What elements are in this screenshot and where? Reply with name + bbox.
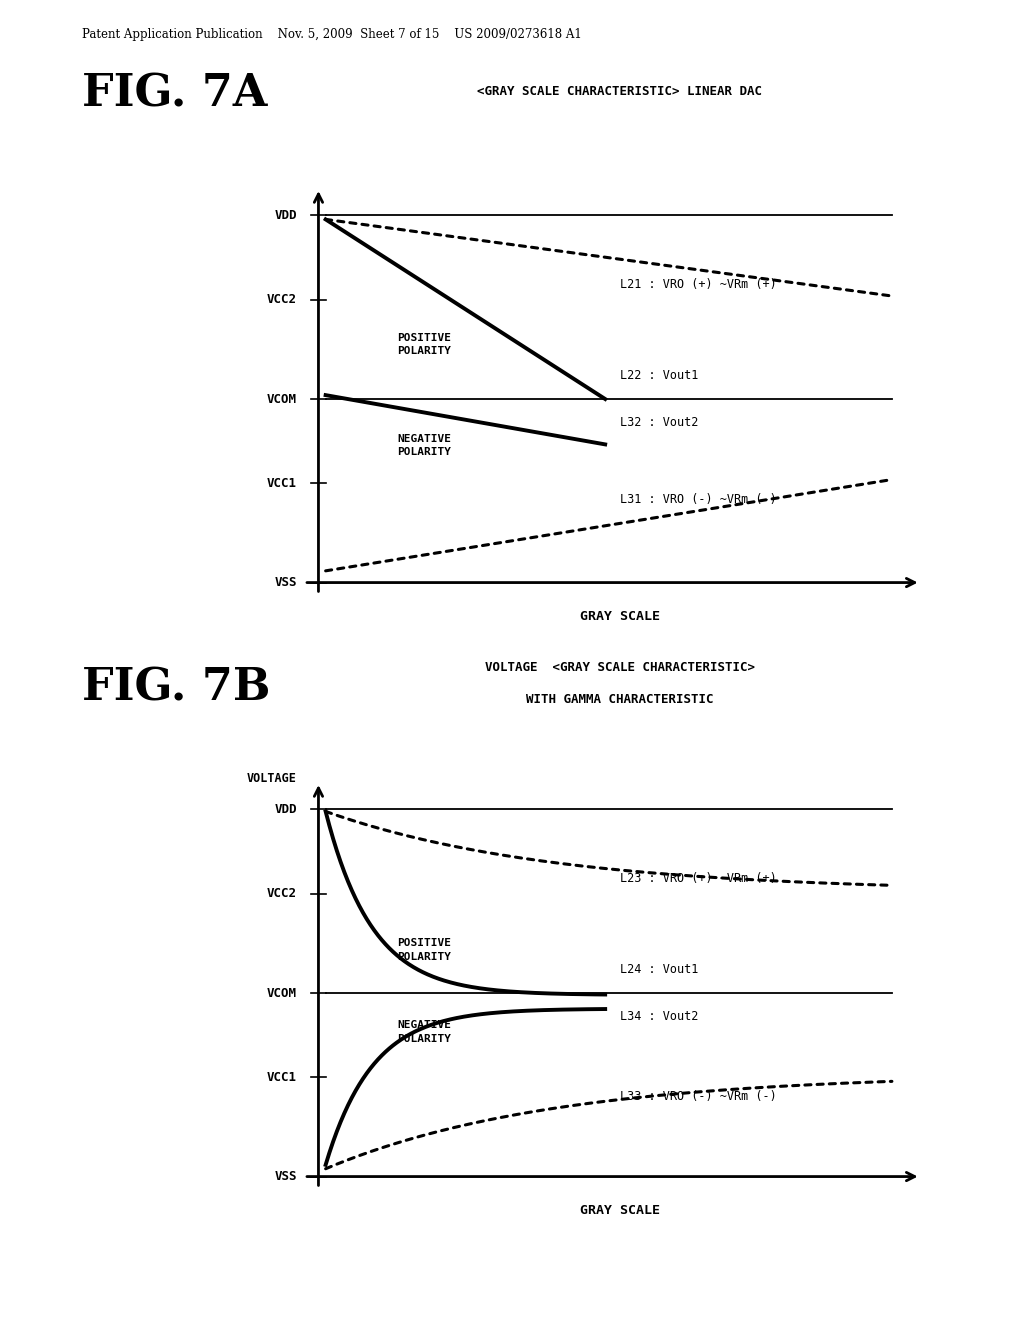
Text: POSITIVE
POLARITY: POSITIVE POLARITY (397, 333, 452, 356)
Text: Patent Application Publication    Nov. 5, 2009  Sheet 7 of 15    US 2009/0273618: Patent Application Publication Nov. 5, 2… (82, 28, 582, 41)
Text: VSS: VSS (274, 576, 297, 589)
Text: VOLTAGE  <GRAY SCALE CHARACTERISTIC>: VOLTAGE <GRAY SCALE CHARACTERISTIC> (484, 660, 755, 673)
Text: VCC1: VCC1 (267, 1071, 297, 1084)
Text: POSITIVE
POLARITY: POSITIVE POLARITY (397, 939, 452, 962)
Text: NEGATIVE
POLARITY: NEGATIVE POLARITY (397, 1020, 452, 1044)
Text: VCC1: VCC1 (267, 477, 297, 490)
Text: VCC2: VCC2 (267, 293, 297, 306)
Text: GRAY SCALE: GRAY SCALE (580, 1204, 659, 1217)
Text: FIG. 7A: FIG. 7A (82, 73, 267, 116)
Text: L23 : VRO (+) ~VRm (+): L23 : VRO (+) ~VRm (+) (620, 871, 776, 884)
Text: VDD: VDD (274, 209, 297, 222)
Text: <GRAY SCALE CHARACTERISTIC> LINEAR DAC: <GRAY SCALE CHARACTERISTIC> LINEAR DAC (477, 86, 762, 99)
Text: L33 : VRO (-) ~VRm (-): L33 : VRO (-) ~VRm (-) (620, 1090, 776, 1104)
Text: VSS: VSS (274, 1170, 297, 1183)
Text: VOLTAGE: VOLTAGE (247, 772, 297, 785)
Text: VCOM: VCOM (267, 392, 297, 405)
Text: GRAY SCALE: GRAY SCALE (580, 610, 659, 623)
Text: L34 : Vout2: L34 : Vout2 (620, 1010, 698, 1023)
Text: WITH GAMMA CHARACTERISTIC: WITH GAMMA CHARACTERISTIC (525, 693, 714, 706)
Text: VDD: VDD (274, 803, 297, 816)
Text: L24 : Vout1: L24 : Vout1 (620, 964, 698, 975)
Text: L31 : VRO (-) ~VRm (-): L31 : VRO (-) ~VRm (-) (620, 492, 776, 506)
Text: VCOM: VCOM (267, 986, 297, 999)
Text: L22 : Vout1: L22 : Vout1 (620, 370, 698, 381)
Text: L32 : Vout2: L32 : Vout2 (620, 416, 698, 429)
Text: L21 : VRO (+) ~VRm (+): L21 : VRO (+) ~VRm (+) (620, 277, 776, 290)
Text: VCC2: VCC2 (267, 887, 297, 900)
Text: FIG. 7B: FIG. 7B (82, 667, 270, 710)
Text: NEGATIVE
POLARITY: NEGATIVE POLARITY (397, 434, 452, 458)
